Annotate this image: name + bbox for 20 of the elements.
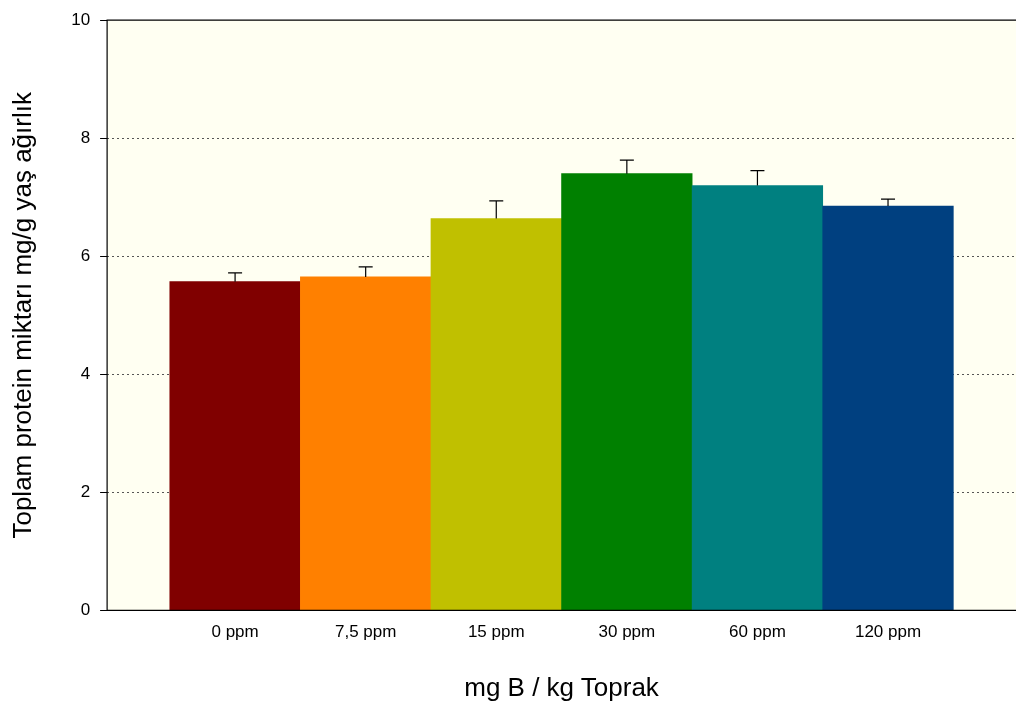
- bar: [561, 173, 693, 611]
- bar: [169, 281, 301, 611]
- y-tick-label: 2: [80, 482, 91, 502]
- x-axis-title: mg B / kg Toprak: [464, 671, 660, 702]
- x-tick-label: 0 ppm: [211, 622, 259, 642]
- bar: [691, 185, 824, 611]
- y-axis-title: Toplam protein miktarı mg/g yaş ağırlık: [6, 91, 37, 539]
- y-tick-label: 4: [80, 364, 91, 384]
- x-tick-label: 7,5 ppm: [334, 622, 397, 642]
- y-tick-label: 8: [80, 127, 91, 147]
- bar: [430, 218, 562, 611]
- y-tick-label: 6: [80, 245, 91, 265]
- y-tick-label: 10: [71, 9, 91, 29]
- x-tick-label: 30 ppm: [598, 622, 656, 642]
- bar: [822, 205, 954, 611]
- x-tick-label: 60 ppm: [729, 622, 786, 642]
- y-tick-label: 0: [80, 600, 91, 620]
- x-tick-label: 15 ppm: [467, 622, 525, 642]
- bar: [300, 276, 432, 611]
- x-tick-label: 120 ppm: [854, 622, 922, 642]
